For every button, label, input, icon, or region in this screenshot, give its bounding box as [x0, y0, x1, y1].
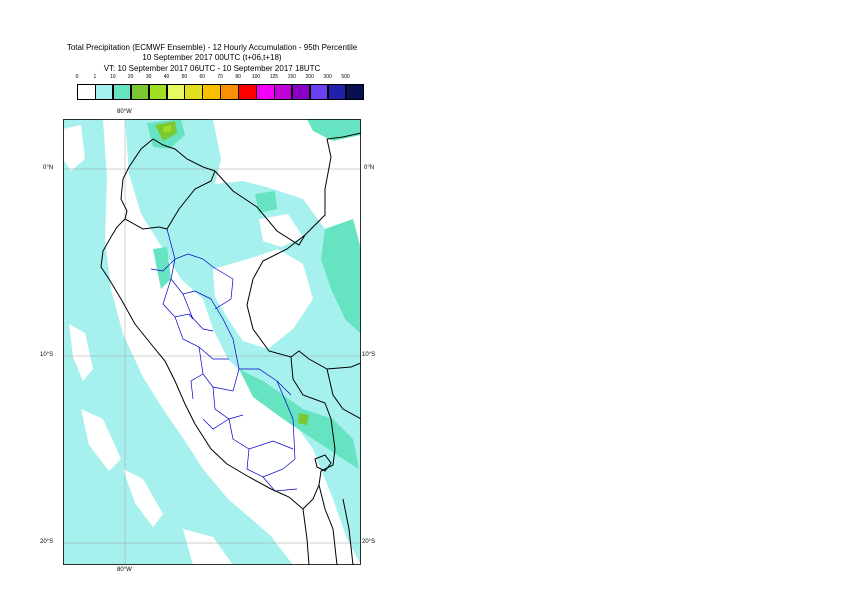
map-canvas [63, 119, 361, 565]
lat-label-right-20s: 20°S [362, 539, 376, 545]
precip-gap-3 [123, 469, 163, 527]
precip-gap-1 [69, 324, 93, 381]
legend-label-200: 200 [305, 74, 314, 80]
legend-label-1: 1 [93, 74, 97, 80]
lake-titicaca [314, 454, 332, 472]
lat-label-right-10s: 10°S [362, 352, 376, 358]
border-colombia-ecuador [152, 138, 216, 172]
legend-label-100: 100 [251, 74, 261, 80]
country-borders [100, 132, 361, 565]
legend-label-50: 50 [181, 74, 188, 80]
legend-swatch-14 [327, 84, 347, 100]
legend-swatch-10 [256, 84, 275, 100]
map-title-line3: VT: 10 September 2017 06UTC - 10 Septemb… [103, 64, 321, 73]
legend-label-500: 500 [341, 74, 350, 80]
legend-label-20: 20 [127, 74, 134, 80]
precip-lime-spot [163, 125, 171, 133]
legend-label-300: 300 [323, 74, 332, 80]
border-brazil-colombia [304, 132, 361, 236]
legend-swatch-8 [220, 84, 239, 100]
precip-gap-5 [63, 125, 85, 171]
border-bolivia-brazil [326, 368, 361, 420]
legend-label-0: 0 [75, 74, 79, 80]
precip-dry-far-south [263, 491, 333, 565]
legend-swatch-11 [273, 84, 293, 100]
legend-swatch-0 [77, 84, 96, 100]
precip-dry-south [213, 409, 303, 489]
lon-label-bottom: 80°W [117, 567, 132, 573]
precip-north-land [125, 119, 361, 565]
legend-swatch-9 [238, 84, 257, 100]
legend-swatch-3 [130, 84, 150, 100]
precip-medium-center [255, 191, 277, 213]
legend-swatch-5 [166, 84, 185, 100]
legend-swatch-7 [202, 84, 221, 100]
legend-swatch-12 [291, 84, 311, 100]
precip-medium-east [321, 219, 361, 334]
border-peru-bolivia [290, 356, 336, 510]
lat-label-right-0: 0°N [364, 165, 375, 171]
legend-label-80: 80 [235, 74, 241, 80]
precip-gap-4 [183, 529, 233, 565]
lon-label-top: 80°W [117, 109, 132, 115]
lat-label-left-10s: 10°S [40, 352, 54, 358]
legend-label-70: 70 [217, 74, 223, 80]
coastline [100, 138, 310, 565]
precip-medium-west [153, 247, 171, 289]
border-ecuador-peru [124, 170, 216, 230]
precipitation-map [63, 119, 361, 565]
lat-lon-grid [63, 119, 361, 565]
precip-gap-2 [81, 409, 121, 471]
map-title-line2: 10 September 2017 00UTC (t+06,t+18) [142, 53, 282, 62]
legend-label-150: 150 [287, 74, 296, 80]
map-title-line1: Total Precipitation (ECMWF Ensemble) - 1… [66, 43, 358, 52]
lat-label-left-20s: 20°S [40, 539, 54, 545]
legend-swatch-4 [148, 84, 168, 100]
legend-swatch-15 [345, 84, 364, 100]
precip-ocean-band [63, 119, 303, 565]
department-boundaries [150, 228, 298, 492]
legend-label-30: 30 [145, 74, 152, 80]
legend-swatch-1 [94, 84, 114, 100]
legend-swatch-13 [309, 84, 329, 100]
legend-swatch-2 [112, 84, 132, 100]
precip-heavy-south [298, 413, 309, 425]
legend-label-40: 40 [163, 74, 170, 80]
border-peru-colombia [214, 170, 306, 246]
map-frame [63, 119, 361, 565]
precipitation-legend: 0 1 10 20 30 40 50 60 70 80 100 125 150 200 300 500 [74, 74, 364, 104]
border-bolivia-chile [318, 484, 338, 565]
legend-label-125: 125 [269, 74, 279, 80]
precip-dry-interior [213, 249, 313, 349]
lat-label-left-0: 0°N [43, 165, 54, 171]
border-chile-argentina [342, 498, 354, 565]
legend-label-10: 10 [110, 74, 116, 80]
legend-swatch-6 [184, 84, 203, 100]
legend-label-60: 60 [199, 74, 206, 80]
